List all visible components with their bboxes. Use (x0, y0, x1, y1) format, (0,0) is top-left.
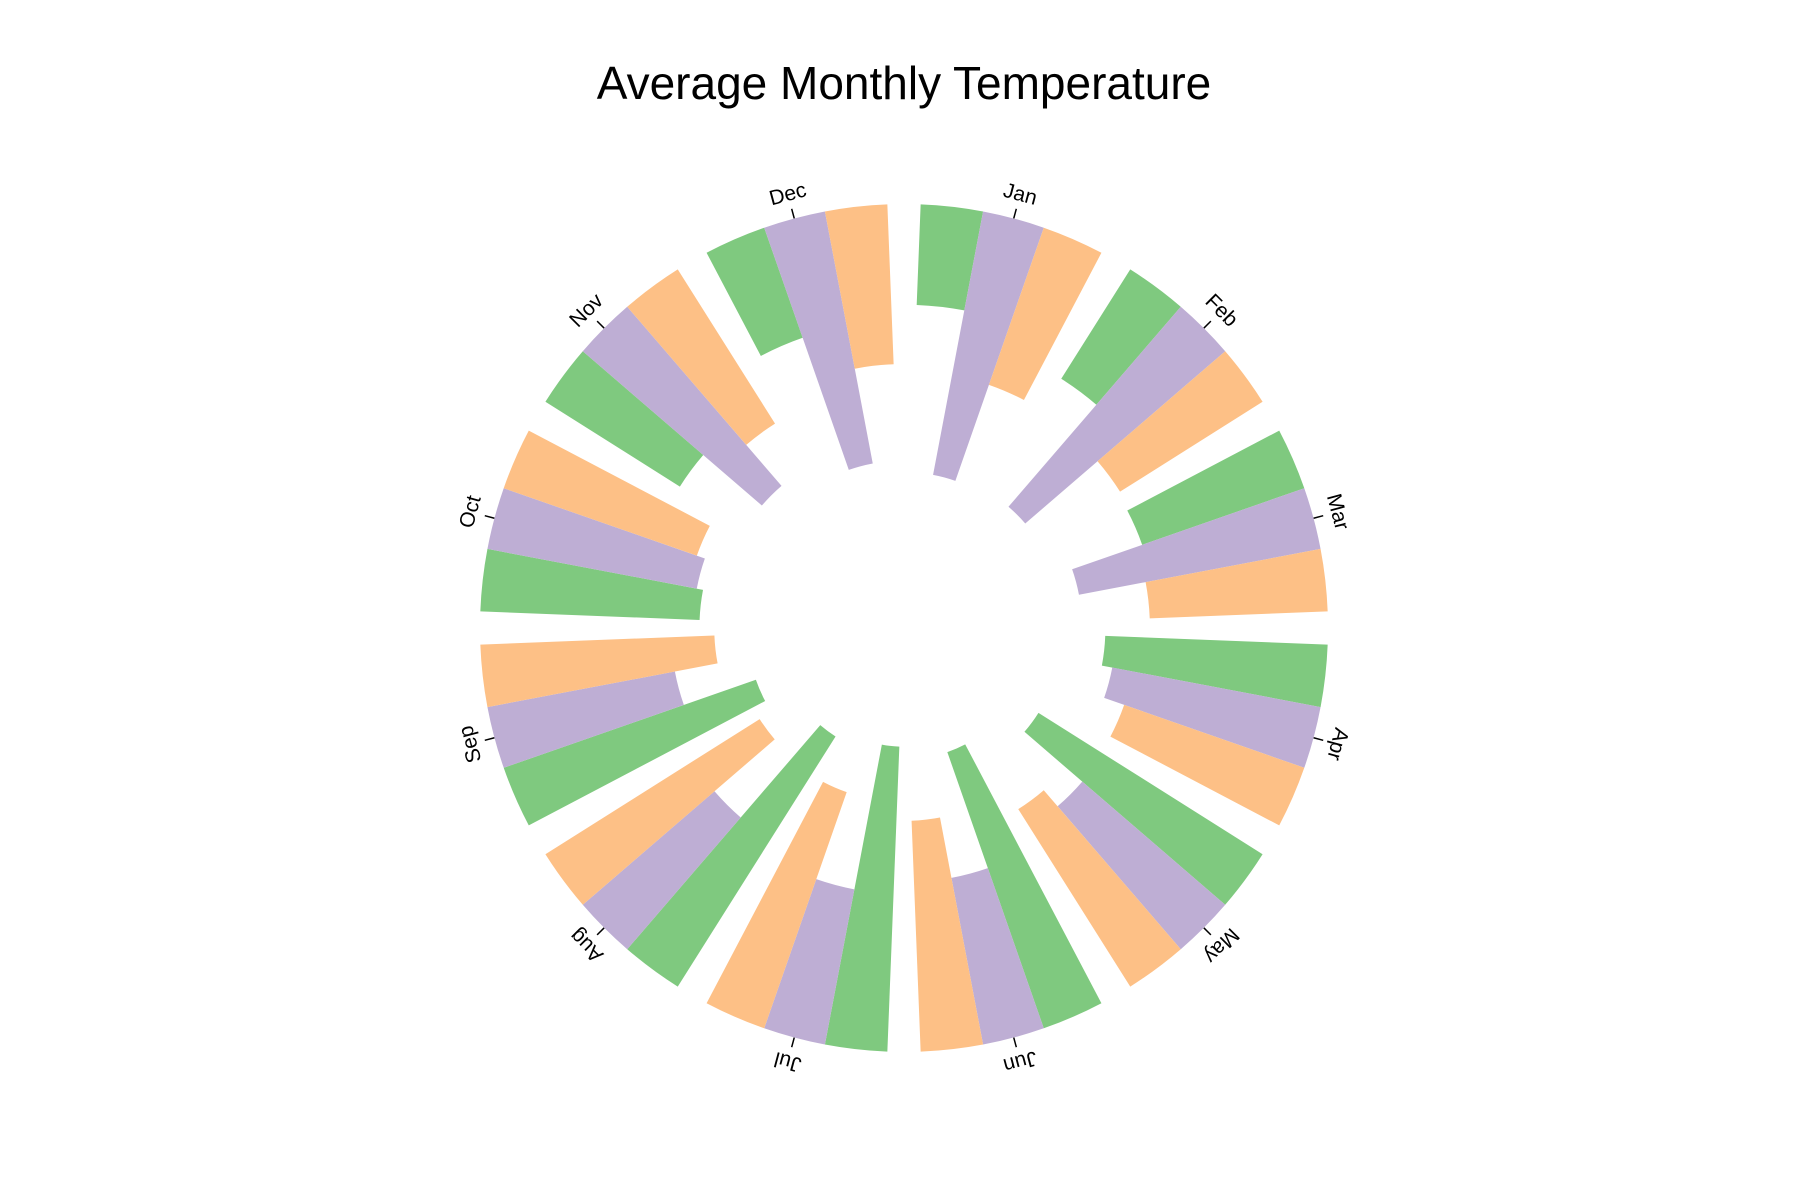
bar (1061, 269, 1181, 405)
tick (596, 320, 605, 329)
bar (1072, 488, 1321, 595)
tick (1203, 320, 1212, 329)
bar (933, 211, 1044, 481)
bar (545, 351, 704, 487)
bar (764, 879, 855, 1045)
tick (1203, 927, 1212, 936)
tick (1013, 1037, 1018, 1048)
tick (1013, 208, 1018, 219)
bar (824, 204, 894, 369)
chart-title: Average Monthly Temperature (597, 57, 1212, 109)
tick (790, 208, 795, 219)
bar (764, 211, 873, 470)
bar (480, 635, 718, 708)
bar (582, 791, 741, 950)
bar (911, 817, 984, 1052)
tick (484, 737, 495, 742)
tick (790, 1037, 795, 1048)
bar (503, 679, 766, 826)
bar (1145, 548, 1328, 619)
bar (627, 269, 776, 445)
bar (1008, 306, 1226, 524)
bar (1101, 635, 1328, 708)
bar (916, 204, 984, 311)
bar (1110, 704, 1305, 826)
tick (484, 514, 495, 519)
bar (487, 488, 705, 589)
tick (596, 927, 605, 936)
bar (1127, 430, 1305, 545)
bar (1057, 781, 1226, 950)
bar (503, 430, 710, 556)
bar (1104, 667, 1321, 768)
bar (627, 725, 836, 987)
bar (1097, 351, 1263, 492)
bar (947, 744, 1102, 1029)
bar (480, 548, 704, 620)
bar (706, 227, 803, 356)
bar (824, 744, 900, 1052)
bar (1024, 712, 1263, 905)
bar (1018, 790, 1181, 987)
bar (545, 719, 775, 905)
tick (1313, 737, 1324, 742)
bar (706, 781, 847, 1029)
bar (988, 227, 1102, 401)
bar (582, 306, 782, 506)
tick (1313, 514, 1324, 519)
bar (487, 671, 684, 768)
bar (951, 868, 1044, 1045)
